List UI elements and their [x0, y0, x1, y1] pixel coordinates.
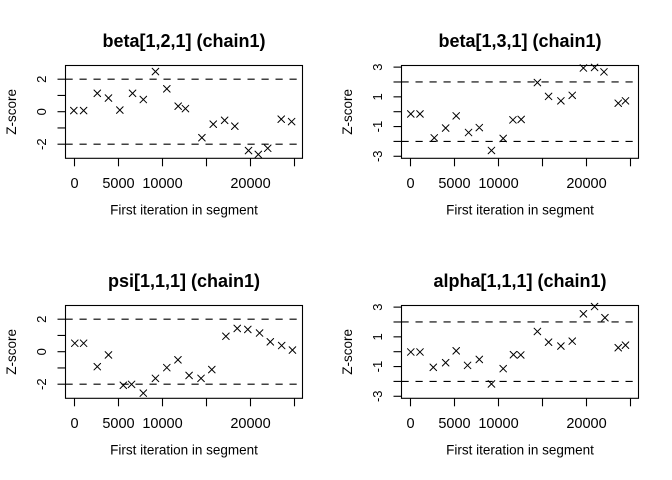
- svg-text:20000: 20000: [230, 416, 270, 432]
- svg-text:beta[1,3,1] (chain1): beta[1,3,1] (chain1): [438, 31, 601, 51]
- svg-text:1: 1: [370, 93, 385, 100]
- svg-text:beta[1,2,1] (chain1): beta[1,2,1] (chain1): [102, 31, 265, 51]
- svg-text:2: 2: [34, 76, 49, 83]
- svg-text:5000: 5000: [438, 176, 470, 192]
- svg-text:5000: 5000: [102, 176, 134, 192]
- svg-text:5000: 5000: [102, 416, 134, 432]
- svg-text:-1: -1: [370, 361, 385, 373]
- svg-text:psi[1,1,1] (chain1): psi[1,1,1] (chain1): [108, 271, 260, 291]
- svg-text:0: 0: [406, 416, 414, 432]
- svg-text:First iteration in segment: First iteration in segment: [446, 202, 594, 217]
- svg-text:5000: 5000: [438, 416, 470, 432]
- svg-text:alpha[1,1,1] (chain1): alpha[1,1,1] (chain1): [433, 271, 606, 291]
- svg-text:1: 1: [370, 333, 385, 340]
- svg-text:3: 3: [370, 64, 385, 71]
- svg-text:10000: 10000: [142, 176, 182, 192]
- svg-text:0: 0: [34, 108, 49, 115]
- svg-text:-2: -2: [34, 378, 49, 390]
- svg-text:First iteration in segment: First iteration in segment: [110, 442, 258, 457]
- svg-text:20000: 20000: [566, 416, 606, 432]
- svg-text:3: 3: [370, 304, 385, 311]
- svg-text:10000: 10000: [478, 416, 518, 432]
- svg-text:-3: -3: [370, 390, 385, 402]
- svg-text:0: 0: [70, 176, 78, 192]
- svg-text:10000: 10000: [142, 416, 182, 432]
- svg-text:20000: 20000: [230, 176, 270, 192]
- svg-text:0: 0: [34, 348, 49, 355]
- svg-text:Z-score: Z-score: [340, 329, 355, 375]
- svg-text:First iteration in segment: First iteration in segment: [446, 442, 594, 457]
- svg-text:Z-score: Z-score: [4, 89, 19, 135]
- svg-text:-3: -3: [370, 150, 385, 162]
- svg-text:2: 2: [34, 316, 49, 323]
- svg-text:20000: 20000: [566, 176, 606, 192]
- svg-text:Z-score: Z-score: [4, 329, 19, 375]
- svg-text:0: 0: [406, 176, 414, 192]
- svg-text:Z-score: Z-score: [340, 89, 355, 135]
- svg-text:10000: 10000: [478, 176, 518, 192]
- svg-text:-2: -2: [34, 138, 49, 150]
- svg-text:0: 0: [70, 416, 78, 432]
- svg-text:-1: -1: [370, 121, 385, 133]
- svg-text:First iteration in segment: First iteration in segment: [110, 202, 258, 217]
